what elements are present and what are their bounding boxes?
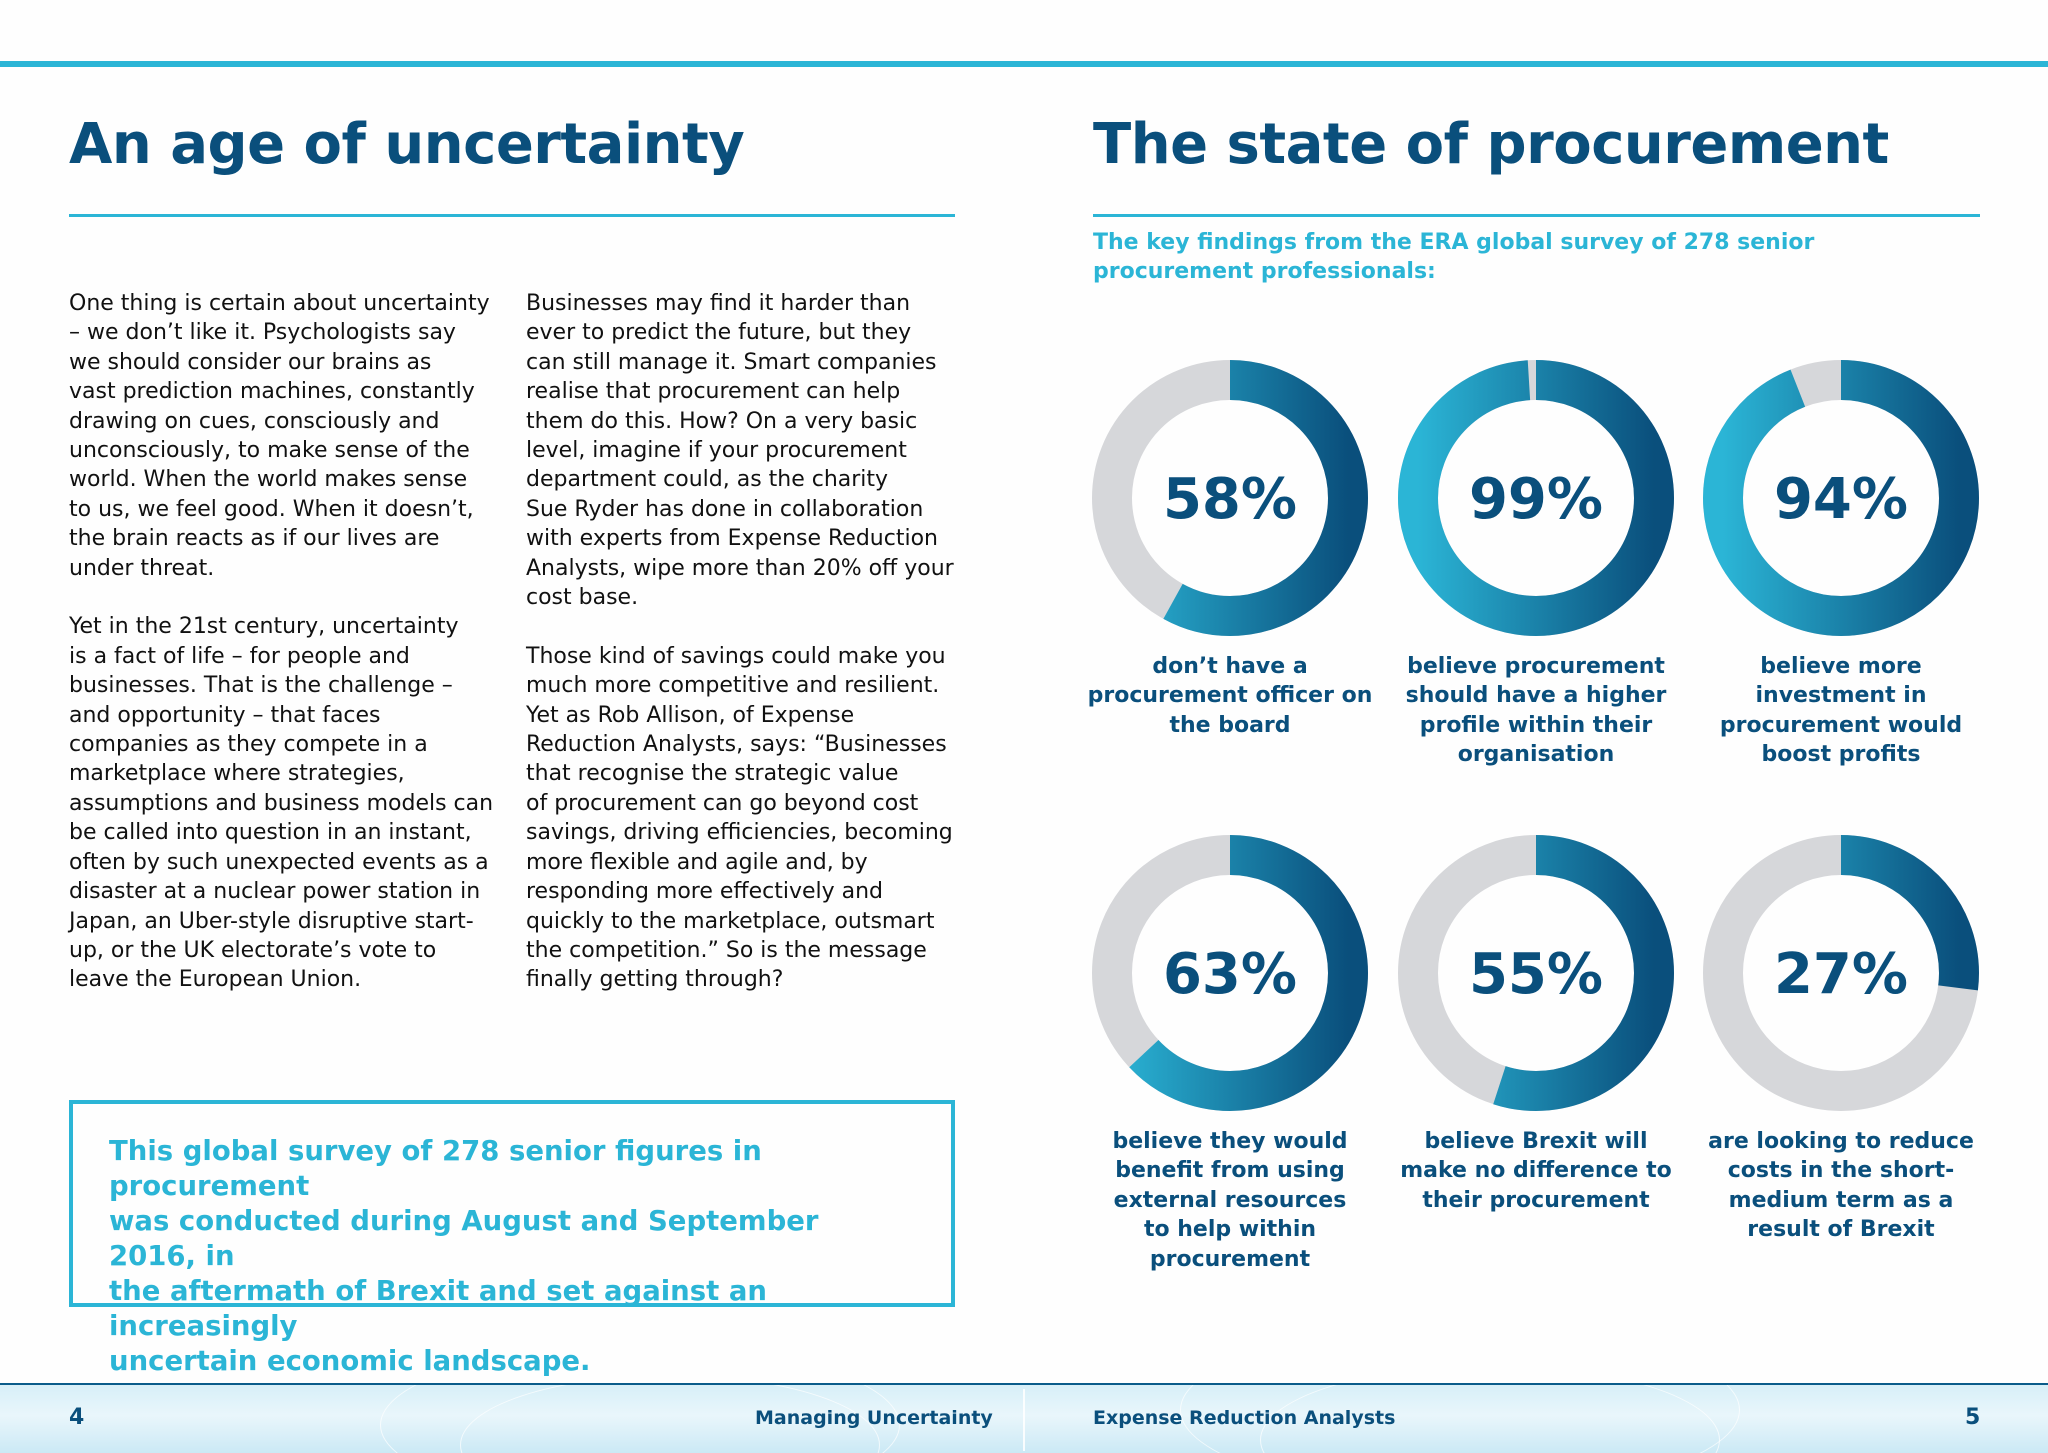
donut-percent-label: 63% — [1163, 942, 1297, 1007]
donut-percent-label: 27% — [1774, 942, 1908, 1007]
stat-card: 58% don’t have a procurement officer on t… — [1080, 358, 1380, 740]
donut-value-arc — [1398, 835, 1674, 1111]
footer-title-left: Managing Uncertainty — [755, 1407, 993, 1429]
donut-chart: 94% — [1703, 360, 1979, 636]
stat-description: don’t have a procurement officer on the … — [1087, 654, 1373, 738]
paragraph: Businesses may find it harder than ever … — [526, 291, 954, 611]
stat-description: believe Brexit will make no difference t… — [1400, 1129, 1672, 1213]
body-column-2: Businesses may find it harder than ever … — [526, 289, 966, 1024]
heading-divider-right — [1093, 214, 1980, 217]
paragraph: Those kind of savings could make you muc… — [526, 643, 953, 993]
donut-value-arc — [1703, 835, 1979, 1111]
donut-value-arc — [1092, 360, 1368, 636]
donut-percent-label: 58% — [1163, 467, 1297, 532]
top-accent-rule — [0, 61, 2048, 67]
paragraph: Yet in the 21st century, uncertainty is … — [69, 614, 494, 993]
stat-card: 63% believe they would benefit from using… — [1080, 833, 1380, 1274]
stat-description: are looking to reduce costs in the short… — [1708, 1129, 1974, 1243]
page-number-right: 5 — [1965, 1405, 1981, 1430]
body-column-1: One thing is certain about uncertainty –… — [69, 289, 509, 1024]
donut-chart: 55% — [1398, 835, 1674, 1111]
spine-divider — [1023, 1389, 1025, 1451]
heading-divider-left — [69, 214, 955, 217]
stat-description: believe more investment in procurement w… — [1719, 654, 1963, 768]
survey-callout-box: This global survey of 278 senior figures… — [69, 1100, 955, 1377]
donut-percent-label: 99% — [1469, 467, 1603, 532]
findings-intro: The key findings from the ERA global sur… — [1093, 230, 1815, 284]
stat-card: 55% believe Brexit will make no differenc… — [1386, 833, 1686, 1215]
donut-chart: 99% — [1398, 360, 1674, 636]
stat-card: 99% believe procurement should have a hig… — [1386, 358, 1686, 770]
callout-text: This global survey of 278 senior figures… — [109, 1135, 819, 1377]
stat-description: believe they would benefit from using ex… — [1112, 1129, 1348, 1272]
stat-card: 27% are looking to reduce costs in the sh… — [1691, 833, 1991, 1245]
page-title-left: An age of uncertainty — [69, 112, 745, 177]
donut-value-arc — [1703, 360, 1979, 636]
donut-chart: 63% — [1092, 835, 1368, 1111]
donut-value-arc — [1092, 835, 1368, 1111]
footer-title-right: Expense Reduction Analysts — [1093, 1407, 1396, 1429]
stat-description: believe procurement should have a higher… — [1405, 654, 1667, 768]
page-footer: 4 Managing Uncertainty Expense Reduction… — [0, 1383, 2048, 1453]
paragraph: One thing is certain about uncertainty –… — [69, 291, 490, 581]
donut-value-arc — [1398, 360, 1674, 636]
page-title-right: The state of procurement — [1093, 112, 1889, 177]
stat-card: 94% believe more investment in procuremen… — [1691, 358, 1991, 770]
donut-percent-label: 55% — [1469, 942, 1603, 1007]
donut-chart: 58% — [1092, 360, 1368, 636]
donut-percent-label: 94% — [1774, 467, 1908, 532]
donut-chart: 27% — [1703, 835, 1979, 1111]
page-number-left: 4 — [69, 1405, 85, 1430]
